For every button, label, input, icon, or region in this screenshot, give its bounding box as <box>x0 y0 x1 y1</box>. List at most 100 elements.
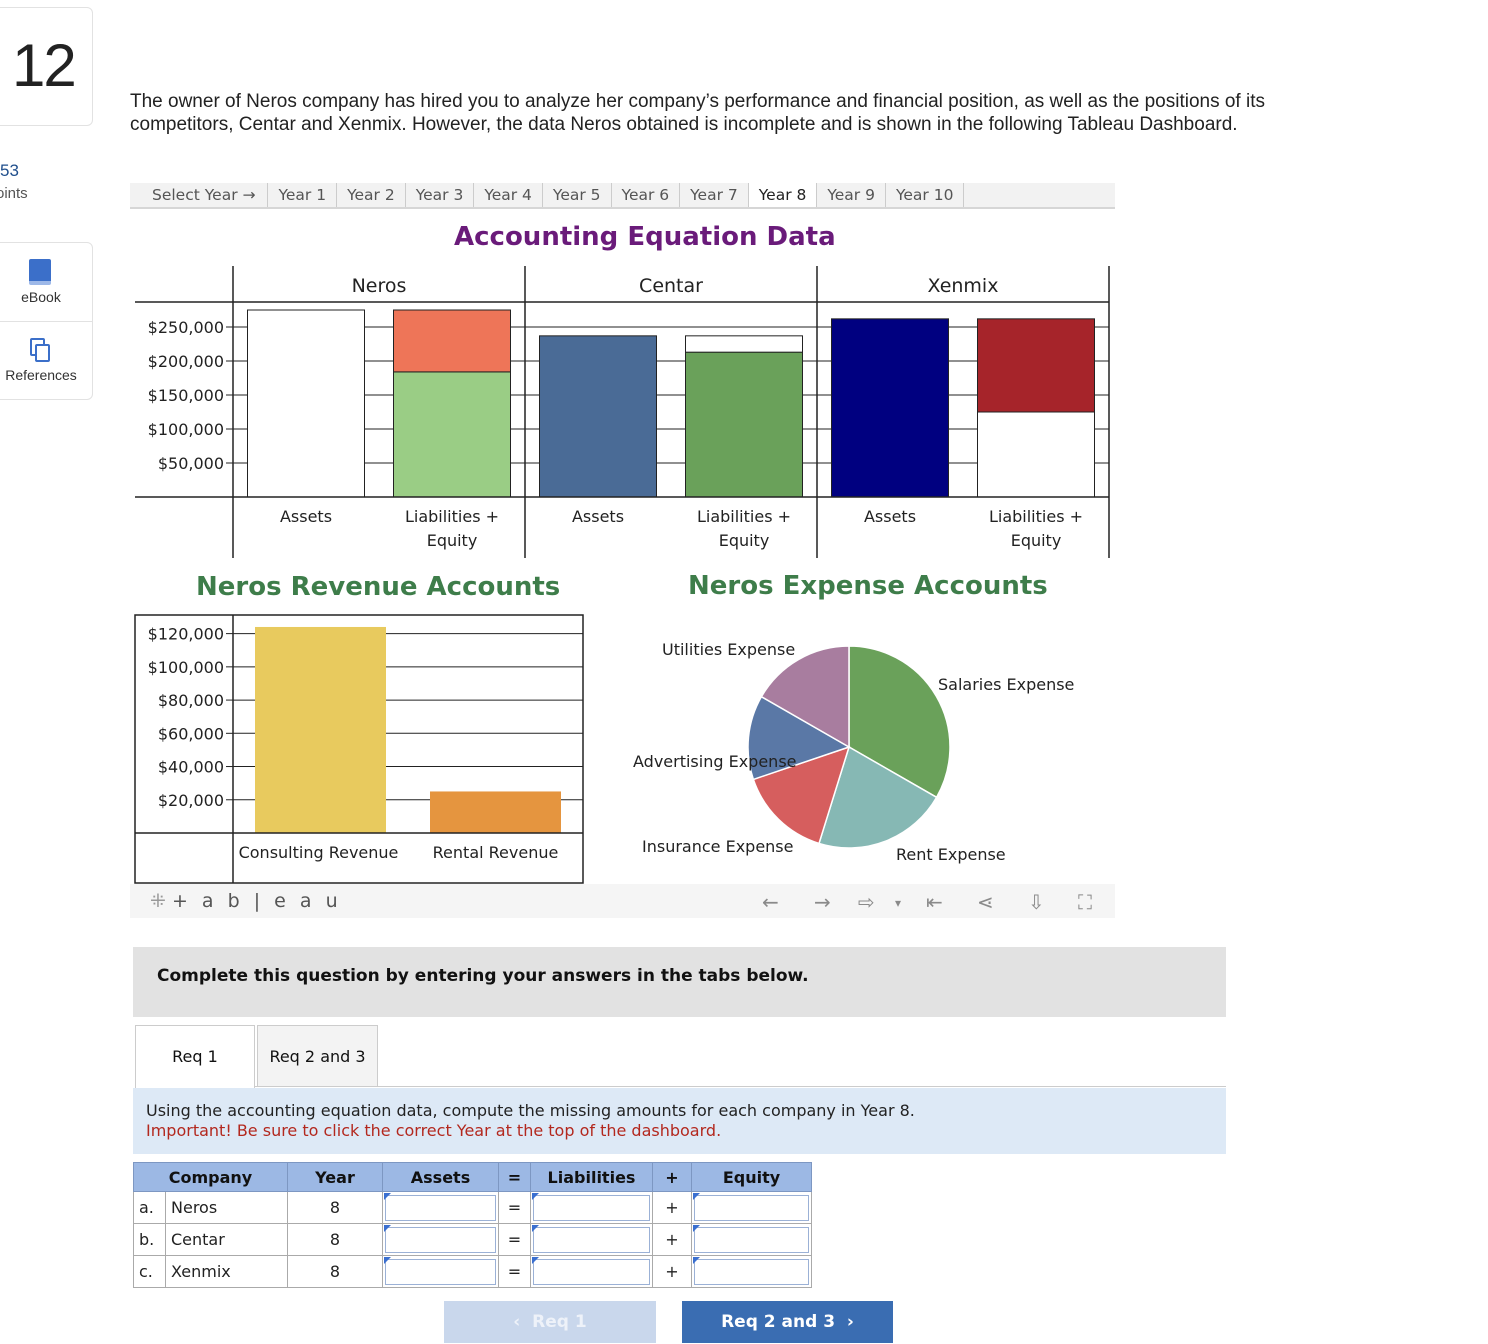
question-number-box <box>0 7 93 126</box>
references-icon[interactable] <box>30 338 52 364</box>
bar-centar-liabilities-equity[interactable] <box>685 351 803 498</box>
year-7-button[interactable]: Year 7 <box>680 183 749 207</box>
x-category-label: Assets <box>864 507 916 526</box>
instruction-banner: Complete this question by entering your … <box>133 947 1226 1017</box>
row-equals: = <box>498 1223 531 1256</box>
tabs-divider <box>255 1086 1226 1087</box>
y-tick-label: $50,000 <box>158 454 224 473</box>
rail-divider <box>0 321 93 322</box>
points-value: 53 <box>0 161 19 180</box>
xenmix-equity-input[interactable] <box>691 1255 812 1288</box>
header-company: Company <box>133 1162 288 1192</box>
next-req-button[interactable]: Req 2 and 3 › <box>682 1301 893 1343</box>
row-plus: + <box>652 1255 692 1288</box>
year-3-button[interactable]: Year 3 <box>406 183 475 207</box>
revenue-chart-title: Neros Revenue Accounts <box>196 572 561 602</box>
tab-req-2-and-3[interactable]: Req 2 and 3 <box>257 1025 378 1087</box>
header-equals: = <box>498 1162 531 1192</box>
row-letter: c. <box>133 1255 166 1288</box>
y-tick-label: $250,000 <box>148 318 224 337</box>
row-company: Centar <box>165 1223 288 1256</box>
expense-chart-title: Neros Expense Accounts <box>688 571 1048 601</box>
neros-equity-input[interactable] <box>691 1191 812 1224</box>
bar-xenmix-assets[interactable] <box>831 318 949 498</box>
tableau-toolbar <box>130 884 1115 918</box>
share-icon[interactable]: ⋖ <box>977 890 994 914</box>
x-category-label: Liabilities + Equity <box>989 507 1083 550</box>
row-letter: a. <box>133 1191 166 1224</box>
header-year: Year <box>287 1162 383 1192</box>
x-category-label: Liabilities + Equity <box>405 507 499 550</box>
bar-centar-liabilities-equity[interactable] <box>685 335 803 353</box>
x-category-label: Assets <box>572 507 624 526</box>
revert-dropdown-icon[interactable]: ▾ <box>895 896 902 910</box>
year-4-button[interactable]: Year 4 <box>474 183 543 207</box>
bar-xenmix-liabilities-equity[interactable] <box>977 318 1095 413</box>
header-liabilities: Liabilities <box>530 1162 653 1192</box>
bar-neros-liabilities-equity[interactable] <box>393 371 511 498</box>
points-label: oints <box>0 185 28 202</box>
select-year-label: Select Year → <box>130 183 269 207</box>
row-company: Neros <box>165 1191 288 1224</box>
year-5-button[interactable]: Year 5 <box>543 183 612 207</box>
neros-assets-input[interactable] <box>382 1191 499 1224</box>
year-1-button[interactable]: Year 1 <box>268 183 338 207</box>
fullscreen-icon[interactable]: ⛶ <box>1078 890 1092 914</box>
bar-xenmix-liabilities-equity[interactable] <box>977 411 1095 498</box>
row-letter: b. <box>133 1223 166 1256</box>
year-9-button[interactable]: Year 9 <box>817 183 886 207</box>
table-row: b. Centar 8 = + <box>133 1223 812 1256</box>
panel-label-xenmix: Xenmix <box>928 275 999 297</box>
download-icon[interactable]: ⇩ <box>1028 890 1045 914</box>
references-label[interactable]: References <box>5 367 77 383</box>
bar-neros-assets[interactable] <box>247 309 365 498</box>
table-row: a. Neros 8 = + <box>133 1191 812 1224</box>
reset-icon[interactable]: ⇤ <box>926 890 943 914</box>
year-2-button[interactable]: Year 2 <box>337 183 406 207</box>
y-tick-label: $200,000 <box>148 352 224 371</box>
instruction-line: Using the accounting equation data, comp… <box>146 1101 915 1120</box>
row-year: 8 <box>287 1255 383 1288</box>
row-company: Xenmix <box>165 1255 288 1288</box>
ebook-label[interactable]: eBook <box>21 289 61 305</box>
row-equals: = <box>498 1191 531 1224</box>
undo-icon[interactable]: ← <box>762 890 779 914</box>
redo-icon[interactable]: → <box>814 890 831 914</box>
row-year: 8 <box>287 1191 383 1224</box>
prev-req-button[interactable]: ‹ Req 1 <box>444 1301 656 1343</box>
header-plus: + <box>652 1162 692 1192</box>
panel-label-neros: Neros <box>352 275 407 297</box>
centar-equity-input[interactable] <box>691 1223 812 1256</box>
year-6-button[interactable]: Year 6 <box>612 183 681 207</box>
neros-liabilities-input[interactable] <box>530 1191 653 1224</box>
year-8-button[interactable]: Year 8 <box>748 183 818 207</box>
header-assets: Assets <box>382 1162 499 1192</box>
row-plus: + <box>652 1191 692 1224</box>
xenmix-assets-input[interactable] <box>382 1255 499 1288</box>
revert-icon[interactable]: ⇨ <box>858 890 875 914</box>
y-tick-label: $100,000 <box>148 420 224 439</box>
tab-req-1[interactable]: Req 1 <box>135 1025 255 1088</box>
bar-neros-liabilities-equity[interactable] <box>393 309 511 373</box>
header-equity: Equity <box>691 1162 812 1192</box>
x-category-label: Assets <box>280 507 332 526</box>
answer-table: Company Year Assets = Liabilities + Equi… <box>133 1162 812 1288</box>
panel-label-centar: Centar <box>639 275 703 297</box>
row-plus: + <box>652 1223 692 1256</box>
question-intro: The owner of Neros company has hired you… <box>130 91 1265 135</box>
question-number: 12 <box>12 32 77 99</box>
xenmix-liabilities-input[interactable] <box>530 1255 653 1288</box>
year-selector: Select Year → Year 1 Year 2 Year 3 Year … <box>130 183 1115 209</box>
year-10-button[interactable]: Year 10 <box>886 183 965 207</box>
centar-assets-input[interactable] <box>382 1223 499 1256</box>
chevron-left-icon: ‹ <box>513 1312 527 1332</box>
centar-liabilities-input[interactable] <box>530 1223 653 1256</box>
table-row: c. Xenmix 8 = + <box>133 1255 812 1288</box>
ebook-icon[interactable] <box>29 259 51 285</box>
next-req-label: Req 2 and 3 <box>721 1312 836 1332</box>
x-category-label: Liabilities + Equity <box>697 507 791 550</box>
tableau-logo-text: + a b | e a u <box>171 890 342 912</box>
bar-centar-assets[interactable] <box>539 335 657 498</box>
important-note: Important! Be sure to click the correct … <box>146 1121 722 1140</box>
